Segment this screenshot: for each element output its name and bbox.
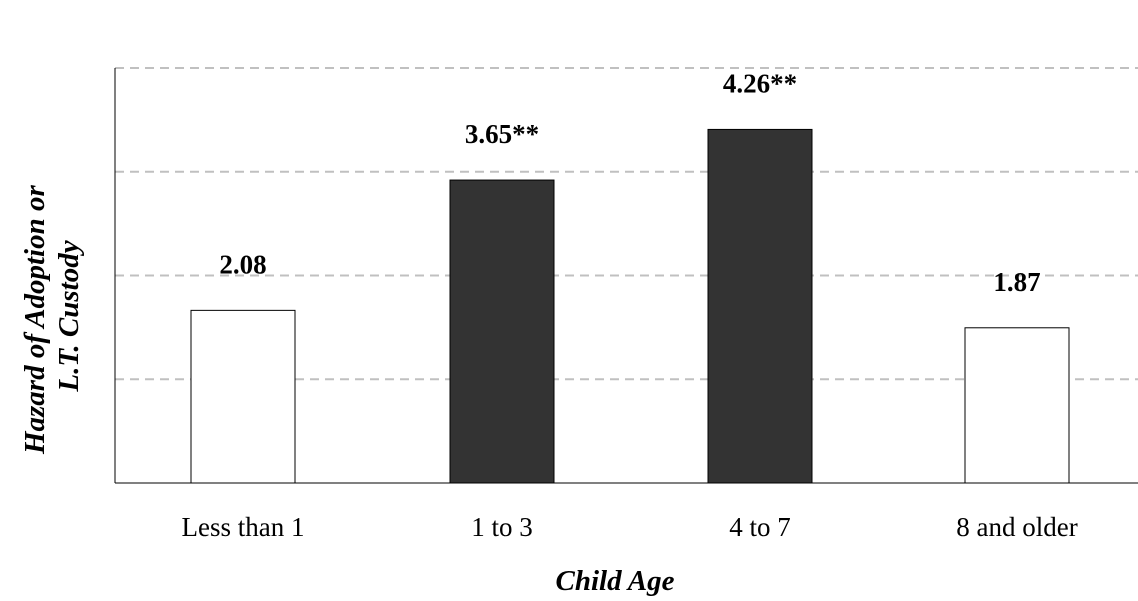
- bar-4: [964, 327, 1070, 484]
- x-axis-title: Child Age: [556, 565, 675, 597]
- data-labels: 2.08 3.65** 4.26** 1.87: [219, 68, 1040, 296]
- x-tick-label-2: 1 to 3: [471, 512, 533, 542]
- data-label-2: 3.65**: [465, 119, 539, 149]
- data-label-4: 1.87: [993, 267, 1040, 297]
- x-tick-labels: Less than 1 1 to 3 4 to 7 8 and older: [182, 512, 1078, 542]
- y-axis-title: Hazard of Adoption or L.T. Custody: [19, 178, 85, 455]
- bars: [190, 128, 1070, 484]
- bar-1: [190, 309, 296, 484]
- x-tick-label-3: 4 to 7: [729, 512, 791, 542]
- data-label-3: 4.26**: [723, 68, 797, 98]
- y-axis-title-line-2: L.T. Custody: [53, 240, 85, 392]
- data-label-1: 2.08: [219, 249, 266, 279]
- x-tick-label-1: Less than 1: [182, 512, 305, 542]
- bar-2: [449, 179, 555, 484]
- x-tick-label-4: 8 and older: [956, 512, 1077, 542]
- y-axis-title-line-1: Hazard of Adoption or: [19, 185, 51, 456]
- bar-3: [707, 128, 813, 484]
